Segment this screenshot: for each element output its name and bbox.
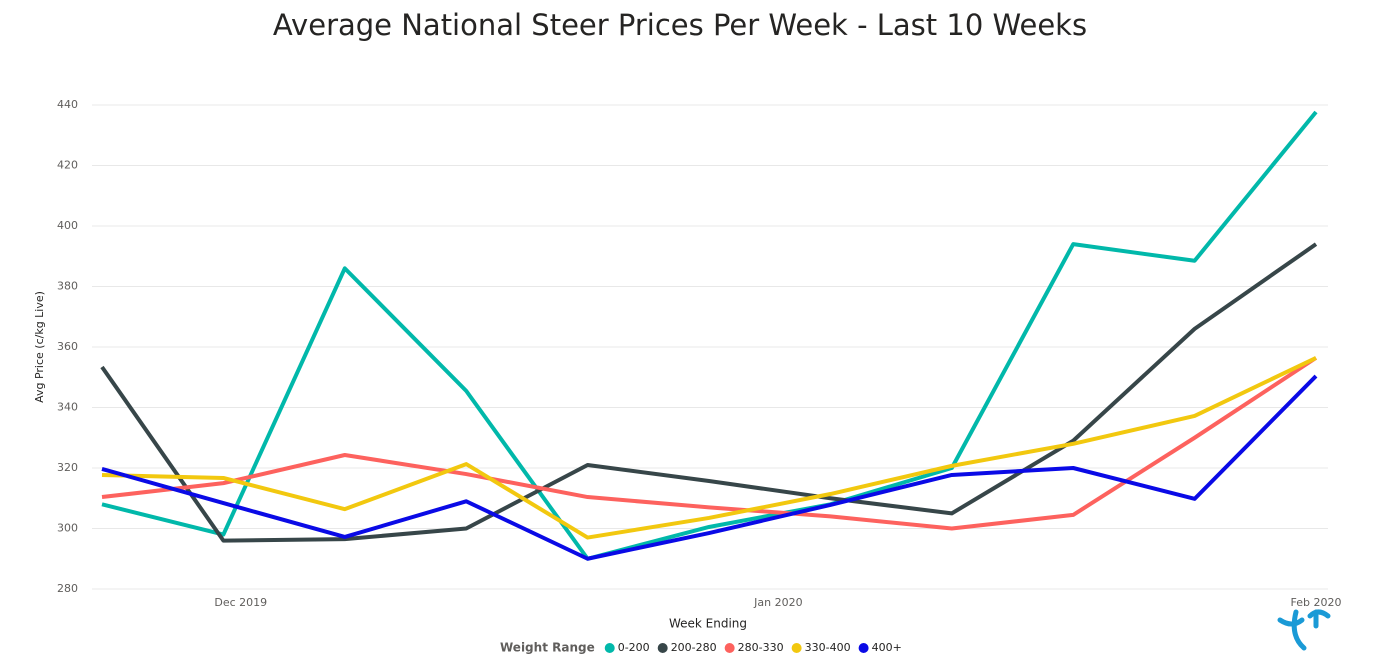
x-tick-label: Feb 2020 [1291, 596, 1342, 609]
y-tick-label: 300 [57, 522, 78, 535]
legend-label: 200-280 [671, 641, 717, 654]
legend-label: 400+ [872, 641, 902, 654]
y-axis-label: Avg Price (c/kg Live) [33, 291, 46, 403]
y-tick-label: 440 [57, 98, 78, 111]
series-line [100, 242, 1318, 543]
y-tick-label: 320 [57, 461, 78, 474]
x-tick-label: Jan 2020 [753, 596, 802, 609]
y-tick-label: 400 [57, 219, 78, 232]
legend-label: 280-330 [738, 641, 784, 654]
logo [1277, 609, 1331, 651]
y-tick-label: 340 [57, 401, 78, 414]
legend-swatch [791, 643, 802, 653]
legend-label: 0-200 [618, 641, 650, 654]
legend-swatch [604, 643, 615, 653]
legend-swatch [724, 643, 735, 653]
y-tick-label: 420 [57, 159, 78, 172]
series-line [101, 356, 1317, 540]
y-tick-label: 280 [57, 582, 78, 595]
legend-swatch [657, 643, 668, 653]
y-tick-label: 360 [57, 340, 78, 353]
legend-label: 330-400 [805, 641, 851, 654]
series-line [101, 356, 1318, 531]
series-line [101, 374, 1318, 561]
chart-title: Average National Steer Prices Per Week -… [273, 8, 1087, 42]
legend-swatch [858, 643, 869, 653]
legend-title: Weight Range [500, 641, 595, 655]
x-axis-label: Week Ending [669, 617, 747, 631]
series-line [101, 110, 1318, 561]
x-tick-label: Dec 2019 [214, 596, 267, 609]
legend: Weight Range 0-200 200-280 280-330 330-400 40… [500, 641, 902, 655]
y-tick-label: 380 [57, 280, 78, 293]
